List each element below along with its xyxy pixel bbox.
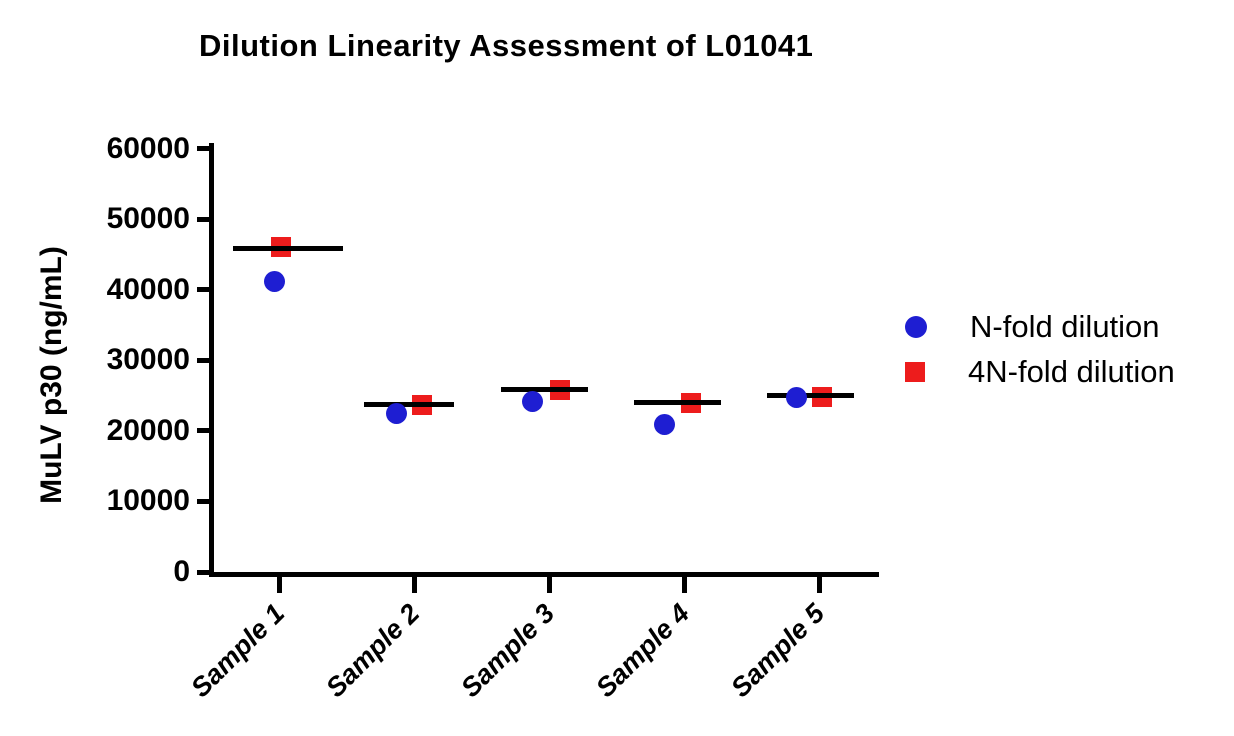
y-tick-mark (197, 569, 210, 575)
data-point-circle (653, 414, 675, 436)
x-axis-line (209, 572, 879, 577)
legend-label-n-fold: N-fold dilution (970, 308, 1160, 344)
y-tick-label: 50000 (106, 202, 190, 236)
x-tick-mark (546, 572, 552, 593)
mean-line (500, 386, 588, 392)
y-tick-label: 60000 (106, 131, 190, 165)
data-point-circle (521, 391, 543, 413)
square-marker-icon (905, 361, 925, 382)
x-category-label: Sample 4 (590, 598, 696, 704)
y-axis-line (209, 143, 214, 577)
y-tick-label: 10000 (106, 484, 190, 518)
x-tick-mark (816, 572, 822, 593)
y-tick-mark (197, 216, 210, 222)
x-category-label: Sample 5 (725, 598, 831, 704)
y-tick-label: 40000 (106, 272, 190, 306)
y-tick-mark (197, 428, 210, 434)
x-tick-mark (276, 572, 282, 593)
mean-line (364, 401, 454, 407)
y-tick-label: 30000 (106, 343, 190, 377)
y-tick-mark (197, 287, 210, 293)
y-tick-label: 20000 (106, 413, 190, 447)
mean-line (766, 393, 854, 399)
chart-title: Dilution Linearity Assessment of L01041 (199, 28, 814, 63)
legend-label-4n-fold: 4N-fold dilution (968, 353, 1175, 389)
x-tick-mark (681, 572, 687, 593)
data-point-circle (785, 386, 807, 408)
y-tick-label: 0 (173, 555, 190, 588)
legend-item-4n-fold: 4N-fold dilution (905, 349, 1175, 394)
y-tick-mark (197, 498, 210, 504)
data-point-circle (263, 270, 285, 292)
x-category-label: Sample 2 (320, 598, 426, 704)
legend-item-n-fold: N-fold dilution (905, 304, 1175, 349)
x-tick-mark (411, 572, 417, 593)
data-point-circle (385, 403, 407, 425)
x-category-label: Sample 1 (185, 598, 291, 704)
mean-line (633, 400, 721, 406)
circle-marker-icon (905, 315, 927, 338)
x-category-label: Sample 3 (455, 598, 561, 704)
legend: N-fold dilution 4N-fold dilution (905, 304, 1175, 394)
mean-line (233, 245, 343, 251)
y-tick-mark (197, 357, 210, 363)
y-tick-mark (197, 146, 210, 152)
